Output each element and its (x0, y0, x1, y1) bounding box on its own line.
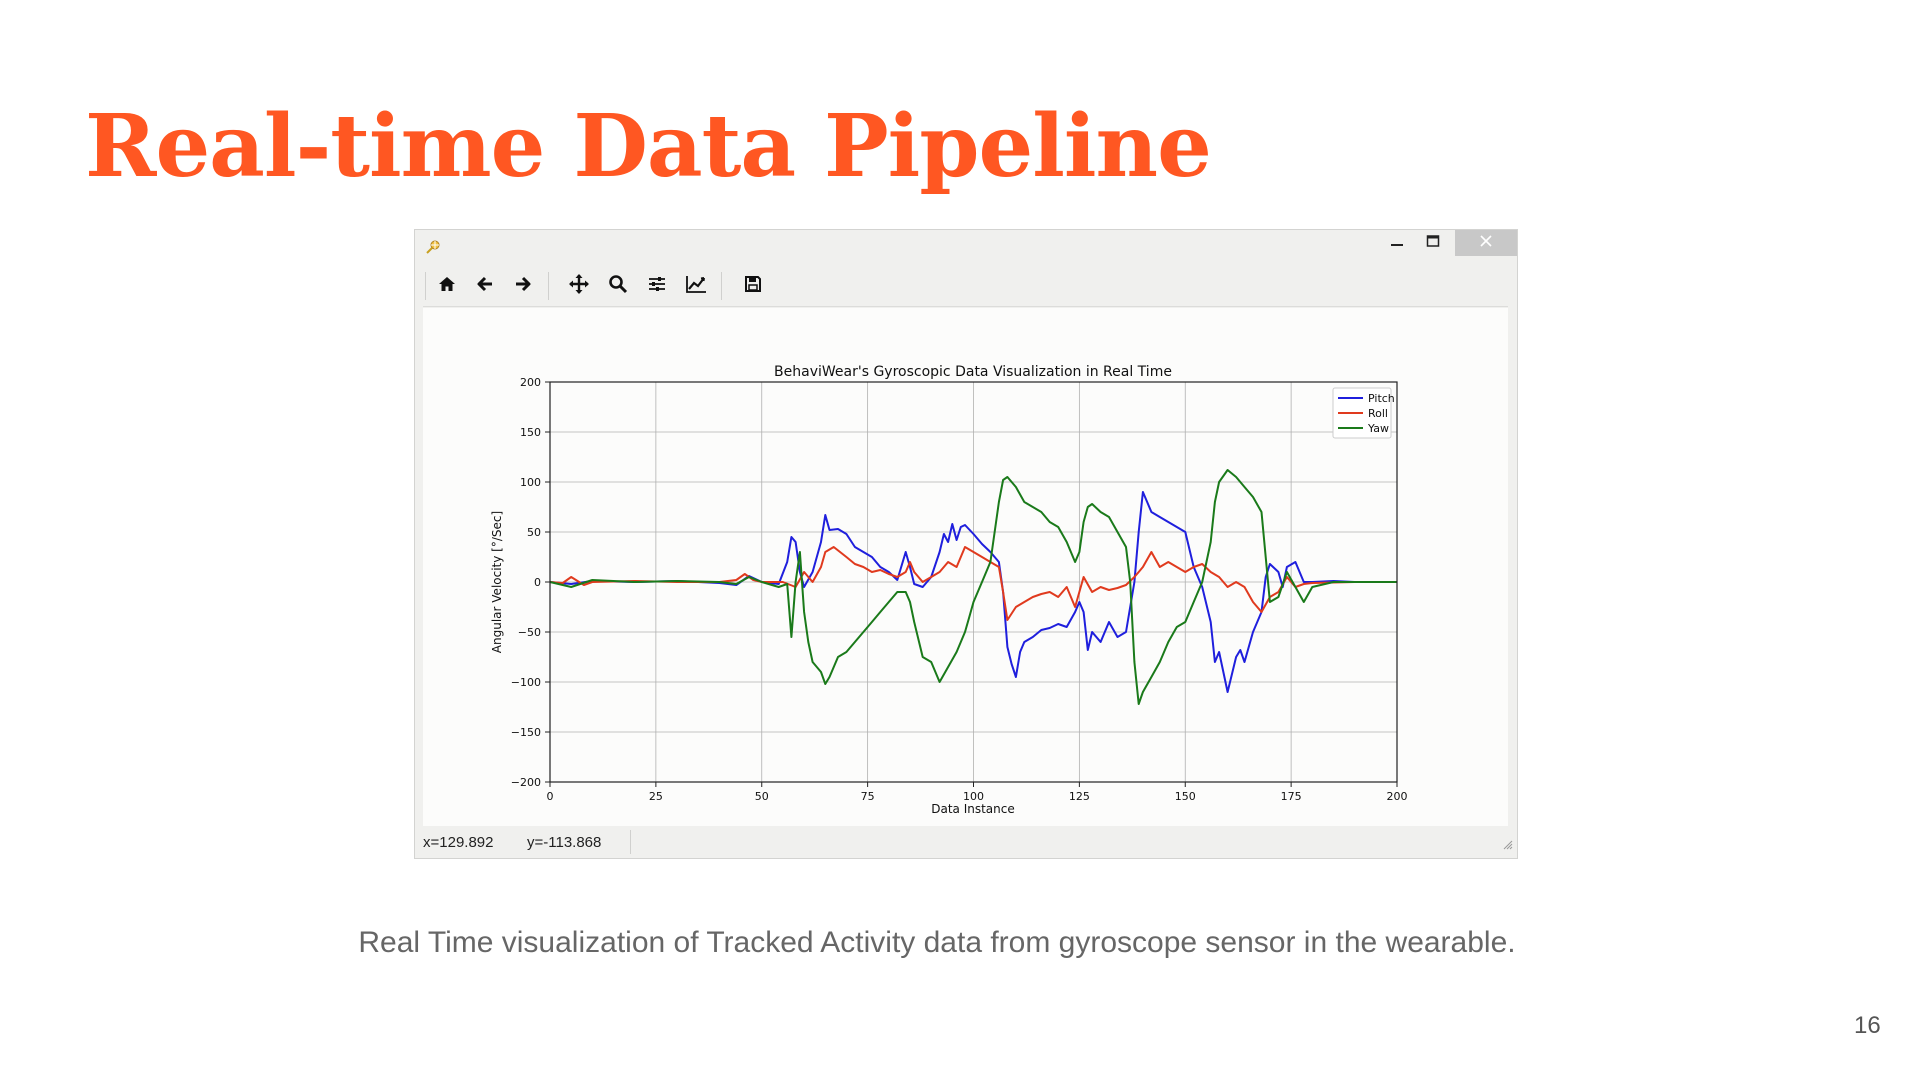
close-icon (1479, 234, 1493, 253)
forward-button[interactable] (509, 272, 537, 300)
plot-canvas[interactable]: 0 25 50 75 100 125 150 175 200 200 150 100 50 0 −50 −10… (423, 308, 1508, 826)
x-tick-label: 200 (1387, 790, 1408, 803)
save-button[interactable] (739, 272, 767, 300)
subplots-button[interactable] (643, 272, 671, 300)
status-separator (630, 830, 631, 854)
sliders-icon (647, 274, 667, 299)
series-line-roll (549, 546, 1397, 621)
minimize-icon (1390, 234, 1404, 253)
y-coordinate-readout: y=-113.868 (527, 834, 602, 851)
line-chart-icon (685, 274, 707, 299)
x-tick-label: 50 (755, 790, 769, 803)
home-button[interactable] (433, 272, 461, 300)
window-titlebar[interactable] (415, 230, 1517, 264)
toolbar-separator (425, 272, 426, 300)
y-tick-label: 200 (520, 376, 541, 389)
arrow-left-icon (475, 274, 495, 299)
maximize-button[interactable] (1417, 230, 1449, 256)
y-tick-label: −150 (511, 726, 541, 739)
pan-button[interactable] (565, 272, 593, 300)
zoom-button[interactable] (604, 272, 632, 300)
series-line-yaw (549, 469, 1397, 705)
x-tick-label: 25 (649, 790, 663, 803)
x-tick-label: 0 (547, 790, 554, 803)
y-tick-label: 100 (520, 476, 541, 489)
resize-grip-icon[interactable] (1503, 837, 1513, 855)
legend-label-pitch: Pitch (1368, 392, 1395, 405)
slide-caption: Real Time visualization of Tracked Activ… (358, 926, 1516, 959)
home-icon (437, 274, 457, 299)
x-tick-label: 75 (861, 790, 875, 803)
toolbar-separator (721, 272, 722, 300)
y-tick-label: −200 (511, 776, 541, 789)
legend-label-yaw: Yaw (1367, 422, 1389, 435)
y-axis-label: Angular Velocity [°/Sec] (490, 511, 504, 653)
y-tick-label: 0 (534, 576, 541, 589)
magnifier-icon (608, 274, 628, 299)
x-tick-label: 175 (1281, 790, 1302, 803)
series-line-pitch (549, 491, 1397, 693)
y-tick-label: 150 (520, 426, 541, 439)
x-tick-label: 150 (1175, 790, 1196, 803)
plot-window: 0 25 50 75 100 125 150 175 200 200 150 100 50 0 −50 −10… (414, 229, 1518, 859)
slide-title: Real-time Data Pipeline (85, 96, 1212, 197)
x-coordinate-readout: x=129.892 (423, 834, 494, 851)
chart-title: BehaviWear's Gyroscopic Data Visualizati… (774, 364, 1172, 380)
x-tick-label: 125 (1069, 790, 1090, 803)
chart-legend: Pitch Roll Yaw (1332, 387, 1395, 439)
minimize-button[interactable] (1381, 230, 1413, 256)
legend-label-roll: Roll (1368, 407, 1388, 420)
y-tick-label: −50 (518, 626, 541, 639)
x-axis-label: Data Instance (931, 802, 1015, 816)
toolbar-separator (548, 272, 549, 300)
chart-series (549, 469, 1397, 705)
plot-toolbar (423, 266, 1508, 307)
page-number: 16 (1854, 1012, 1881, 1039)
y-tick-label: 50 (527, 526, 541, 539)
move-icon (568, 273, 590, 300)
floppy-disk-icon (743, 274, 763, 299)
y-tick-label: −100 (511, 676, 541, 689)
close-button[interactable] (1455, 230, 1517, 256)
maximize-icon (1426, 234, 1440, 253)
x-tick-label: 100 (963, 790, 984, 803)
status-bar: x=129.892 y=-113.868 (415, 826, 1517, 859)
chart-ticks: 0 25 50 75 100 125 150 175 200 200 150 100 50 0 −50 −10… (511, 376, 1408, 803)
figure-app-icon (425, 239, 441, 255)
arrow-right-icon (513, 274, 533, 299)
back-button[interactable] (471, 272, 499, 300)
axes-button[interactable] (682, 272, 710, 300)
gyroscope-line-chart[interactable]: 0 25 50 75 100 125 150 175 200 200 150 100 50 0 −50 −10… (423, 308, 1508, 826)
